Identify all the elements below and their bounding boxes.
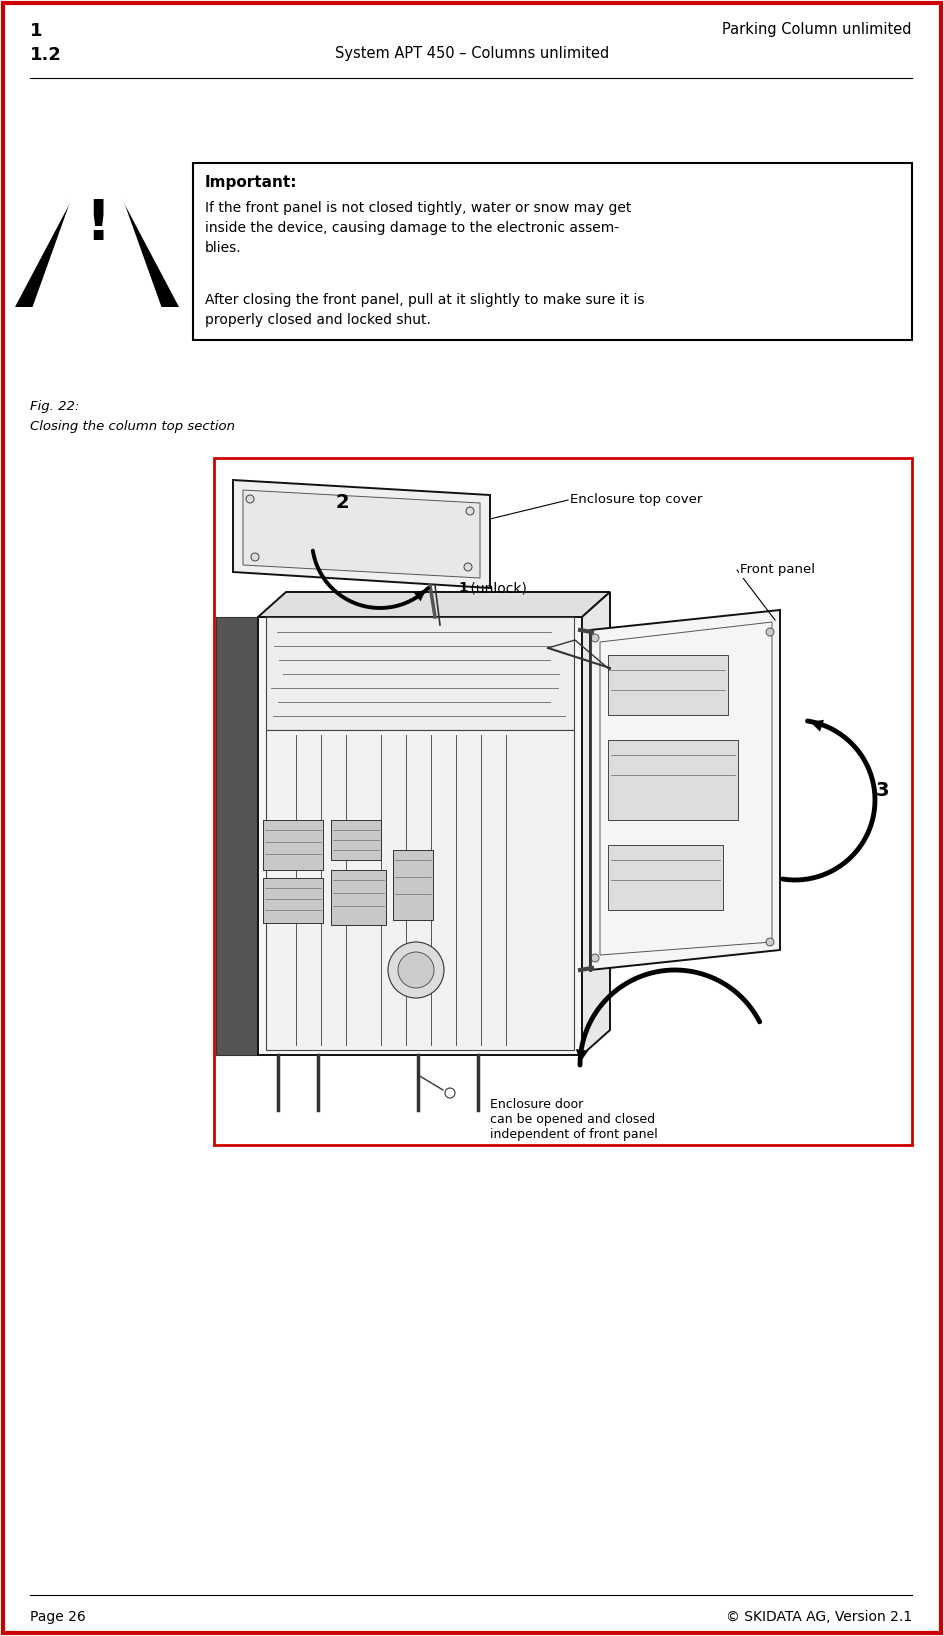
Text: !: !	[85, 196, 110, 250]
Bar	[608, 654, 728, 715]
Circle shape	[466, 507, 474, 515]
Bar	[216, 617, 258, 1055]
Text: Important:: Important:	[205, 175, 297, 190]
Bar	[331, 820, 381, 861]
Bar	[258, 617, 582, 1055]
Bar	[393, 851, 433, 919]
Text: Enclosure top cover: Enclosure top cover	[570, 494, 702, 507]
Circle shape	[766, 937, 774, 946]
Bar	[263, 820, 323, 870]
Text: can be opened and closed: can be opened and closed	[490, 1112, 655, 1126]
Polygon shape	[29, 128, 165, 317]
Text: Front panel: Front panel	[740, 563, 815, 576]
Text: (unlock): (unlock)	[466, 581, 527, 596]
Polygon shape	[243, 491, 480, 578]
Text: Enclosure door: Enclosure door	[490, 1098, 583, 1111]
Text: After closing the front panel, pull at it slightly to make sure it is
properly c: After closing the front panel, pull at i…	[205, 293, 645, 327]
Text: System APT 450 – Columns unlimited: System APT 450 – Columns unlimited	[335, 46, 609, 61]
Polygon shape	[582, 592, 610, 1055]
Text: 2: 2	[335, 494, 349, 512]
Circle shape	[398, 952, 434, 988]
Polygon shape	[258, 592, 610, 617]
Bar	[608, 739, 738, 820]
Circle shape	[388, 942, 444, 998]
Text: independent of front panel: independent of front panel	[490, 1127, 658, 1140]
Text: Closing the column top section: Closing the column top section	[30, 420, 235, 434]
Bar	[608, 846, 723, 910]
Polygon shape	[15, 152, 179, 308]
Bar	[263, 879, 323, 923]
Circle shape	[591, 635, 599, 641]
Text: 3: 3	[875, 780, 888, 800]
Text: Page 26: Page 26	[30, 1610, 86, 1625]
Text: 1: 1	[458, 581, 467, 596]
Polygon shape	[590, 610, 780, 970]
Bar	[214, 458, 912, 1145]
Text: If the front panel is not closed tightly, water or snow may get
inside the devic: If the front panel is not closed tightly…	[205, 201, 632, 255]
Circle shape	[246, 496, 254, 502]
Circle shape	[464, 563, 472, 571]
Text: Fig. 22:: Fig. 22:	[30, 399, 79, 412]
Text: Parking Column unlimited: Parking Column unlimited	[722, 21, 912, 38]
Polygon shape	[233, 479, 490, 587]
Circle shape	[251, 553, 259, 561]
Bar	[193, 164, 912, 340]
Text: © SKIDATA AG, Version 2.1: © SKIDATA AG, Version 2.1	[726, 1610, 912, 1625]
Bar	[266, 730, 574, 1050]
Circle shape	[591, 954, 599, 962]
Bar	[266, 617, 574, 730]
Bar	[331, 870, 386, 924]
Text: 1: 1	[30, 21, 42, 39]
Circle shape	[766, 628, 774, 636]
Text: 1.2: 1.2	[30, 46, 62, 64]
